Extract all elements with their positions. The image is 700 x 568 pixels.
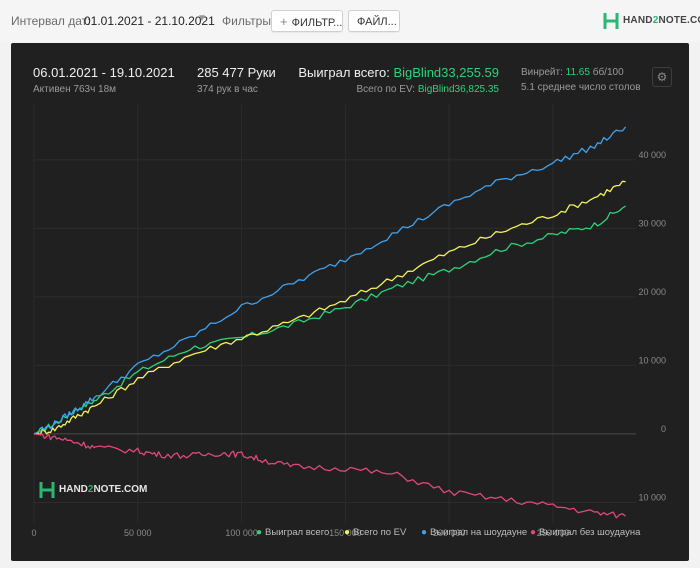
winrate: Винрейт: 11.65 бб/100 [521,67,624,78]
legend-dot-icon: ● [256,527,263,538]
legend-won-total[interactable]: ● Выиграл всего [256,527,330,538]
x-tick-label: 0 [31,528,36,538]
hand2note-watermark: HAND2NOTE.COM [39,481,147,499]
series-line-ev_total [33,180,626,436]
x-tick-label: 100 000 [225,528,258,538]
hand2note-logo-icon [603,13,619,29]
y-tick-label: 10 000 [638,492,666,502]
hand2note-watermark-text: HAND2NOTE.COM [59,484,148,495]
won-total: Выиграл всего: BigBlind33,255.59 [298,65,499,80]
x-tick-label: 150 000 [329,528,362,538]
series-line-won_total [33,205,626,435]
x-tick-label: 250 000 [537,528,570,538]
active-time: Активен 763ч 18м [33,84,117,95]
ev-total: Всего по EV: BigBlind36,825.35 [357,84,499,95]
legend-showdown[interactable]: ● Выиграл на шоудауне [421,527,528,538]
y-tick-label: 30 000 [638,218,666,228]
legend-dot-icon: ● [421,527,428,538]
toolbar: Интервал дат: 01.01.2021 - 21.10.2021 ▼ … [0,0,700,42]
hand2note-logo-text: HAND2NOTE.COM [623,15,700,26]
hands-count: 285 477 Руки [197,65,276,80]
gear-icon[interactable]: ⚙ [652,67,672,87]
hand2note-watermark-icon [39,482,55,498]
add-filter-button[interactable]: + ФИЛЬТР... [271,10,343,32]
won-total-value: BigBlind33,255.59 [393,65,499,80]
y-tick-label: 0 [661,424,666,434]
winrate-unit: бб/100 [592,67,624,78]
legend-dot-icon: ● [530,527,537,538]
legend-dot-icon: ● [344,527,351,538]
file-button-label: ФАЙЛ... [357,16,397,28]
filters-label: Фильтры: [222,14,275,28]
date-range: 06.01.2021 - 19.10.2021 [33,65,175,80]
date-interval-select[interactable]: 01.01.2021 - 21.10.2021 [84,14,215,28]
winrate-value: 11.65 [565,67,590,78]
legend-ev-total[interactable]: ● Всего по EV [344,527,407,538]
chevron-down-icon[interactable]: ▼ [197,13,207,24]
y-tick-label: 10 000 [638,355,666,365]
results-chart: 0 50 000 100 000 150 000 200 000 250 000 40 00… [31,105,666,538]
file-button[interactable]: ФАЙЛ... [348,10,400,32]
ev-total-label: Всего по EV: [356,84,416,95]
series-line-showdown [33,126,627,435]
x-tick-label: 200 000 [433,528,466,538]
hand2note-logo[interactable]: HAND2NOTE.COM [603,11,700,31]
plus-icon: + [280,14,288,29]
winrate-label: Винрейт: [521,67,563,78]
hands-per-hour: 374 рук в час [197,84,258,95]
legend-non-showdown[interactable]: ● Выиграл без шоудауна [530,527,641,538]
won-total-label: Выиграл всего: [298,65,390,80]
x-tick-label: 50 000 [124,528,152,538]
series-line-non_showdown [33,433,626,519]
ev-total-value: BigBlind36,825.35 [417,84,499,95]
add-filter-label: ФИЛЬТР... [291,17,343,29]
graph-panel: 0 50 000 100 000 150 000 200 000 250 000 40 00… [11,43,689,561]
y-tick-label: 20 000 [638,287,666,297]
avg-tables: 5.1 среднее число столов [521,82,641,93]
y-tick-label: 40 000 [638,150,666,160]
date-interval-label: Интервал дат: [11,14,91,28]
